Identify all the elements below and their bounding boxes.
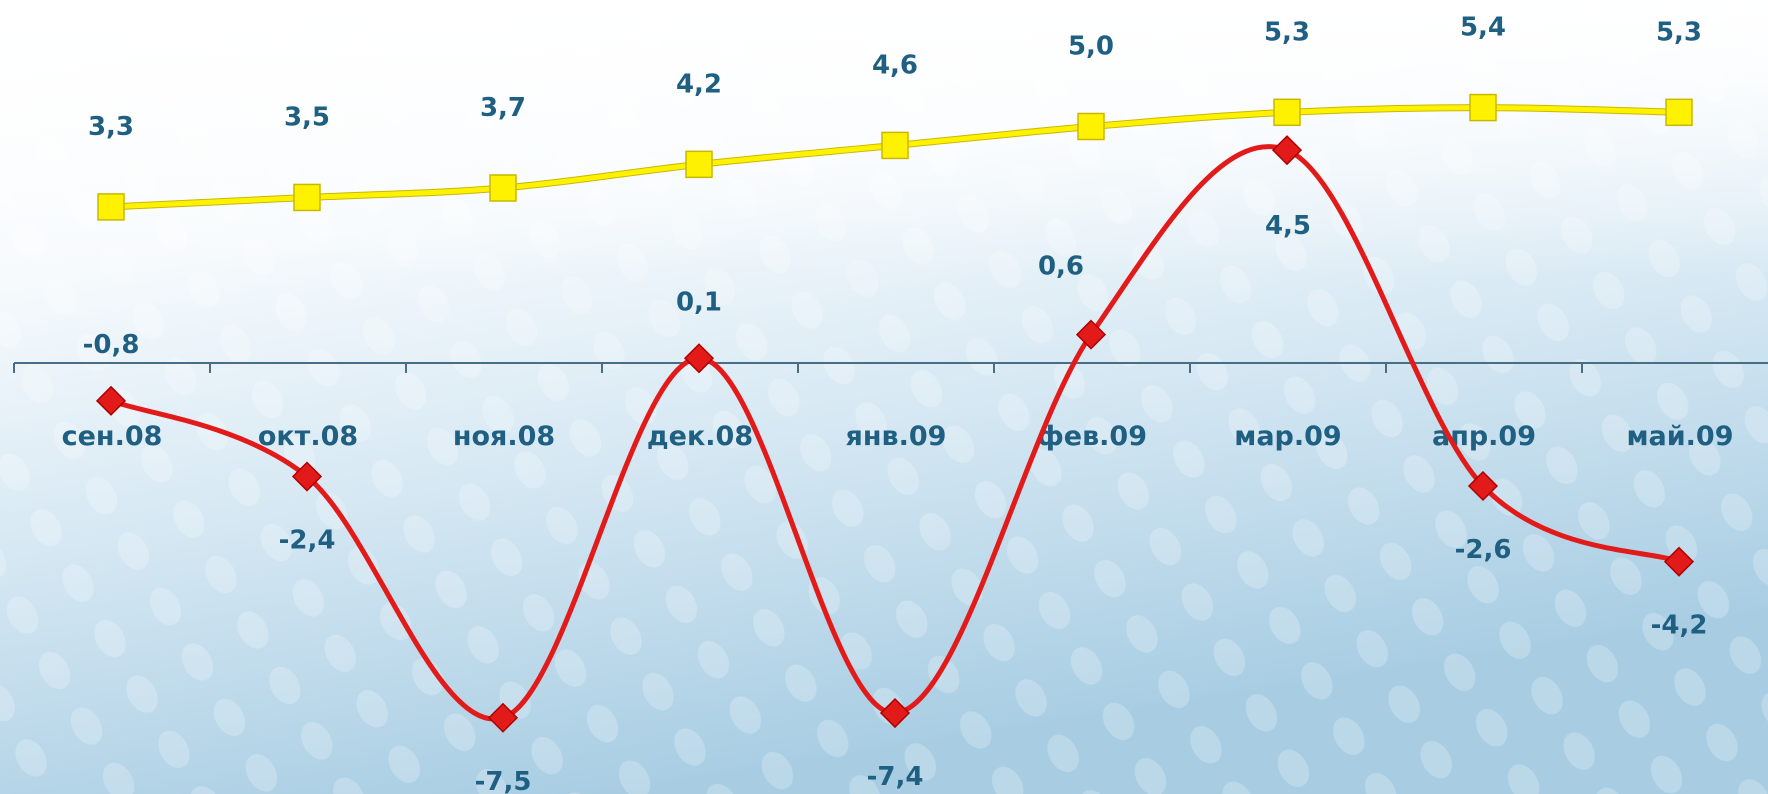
x-axis: сен.08 окт.08 ноя.08 дек.08 янв.09 фев.09 мар.… — [13, 362, 1768, 452]
data-point-diamond — [683, 343, 715, 374]
data-label: 4,5 — [1265, 211, 1311, 241]
x-tick-label: окт.08 — [258, 421, 358, 452]
data-point-diamond — [95, 385, 127, 416]
series-1 — [97, 93, 1693, 221]
data-point-diamond — [1663, 546, 1695, 577]
data-label: 5,3 — [1264, 17, 1310, 47]
data-label: 4,6 — [872, 50, 918, 80]
x-tick-label: сен.08 — [62, 421, 163, 452]
x-tick-label: дек.08 — [647, 421, 753, 452]
series-layer — [95, 93, 1695, 733]
data-point-diamond — [1271, 135, 1303, 166]
series-2 — [95, 135, 1695, 733]
data-label: 3,7 — [480, 93, 526, 123]
data-point-square — [489, 174, 517, 202]
data-label: -7,4 — [867, 762, 924, 792]
data-label: -4,2 — [1651, 611, 1708, 641]
data-labels: 3,3 3,5 3,7 4,2 4,6 5,0 5,3 5,4 5,3 -0,8 -2,4 -7,5 0… — [83, 13, 1708, 794]
data-point-square — [685, 150, 713, 179]
x-tick-label: ноя.08 — [453, 421, 555, 452]
data-label: 5,4 — [1460, 13, 1506, 43]
data-point-square — [293, 183, 321, 212]
data-point-square — [881, 131, 909, 160]
data-label: 5,3 — [1656, 17, 1702, 47]
data-label: -0,8 — [83, 330, 140, 360]
data-point-diamond — [487, 702, 519, 733]
data-point-diamond — [1467, 470, 1499, 502]
data-label: -2,6 — [1455, 535, 1512, 565]
data-point-square — [1273, 98, 1301, 127]
data-label: -2,4 — [279, 526, 336, 556]
data-point-square — [1665, 98, 1693, 127]
data-point-diamond — [879, 697, 911, 729]
data-label: -7,5 — [475, 767, 532, 794]
data-label: 4,2 — [676, 69, 722, 99]
data-label: 3,5 — [284, 102, 330, 132]
data-point-square — [1077, 112, 1105, 141]
data-label: 0,1 — [676, 287, 722, 317]
data-point-square — [1469, 93, 1497, 122]
x-tick-label: фев.09 — [1037, 421, 1147, 452]
x-tick-label: мар.09 — [1234, 421, 1341, 452]
data-label: 3,3 — [88, 112, 134, 142]
data-point-square — [97, 193, 125, 221]
data-label: 5,0 — [1068, 32, 1114, 62]
data-point-diamond — [1075, 319, 1107, 350]
data-point-diamond — [291, 461, 323, 492]
x-tick-label: май.09 — [1626, 421, 1733, 452]
x-tick-label: янв.09 — [846, 421, 947, 452]
data-label: 0,6 — [1038, 252, 1084, 282]
